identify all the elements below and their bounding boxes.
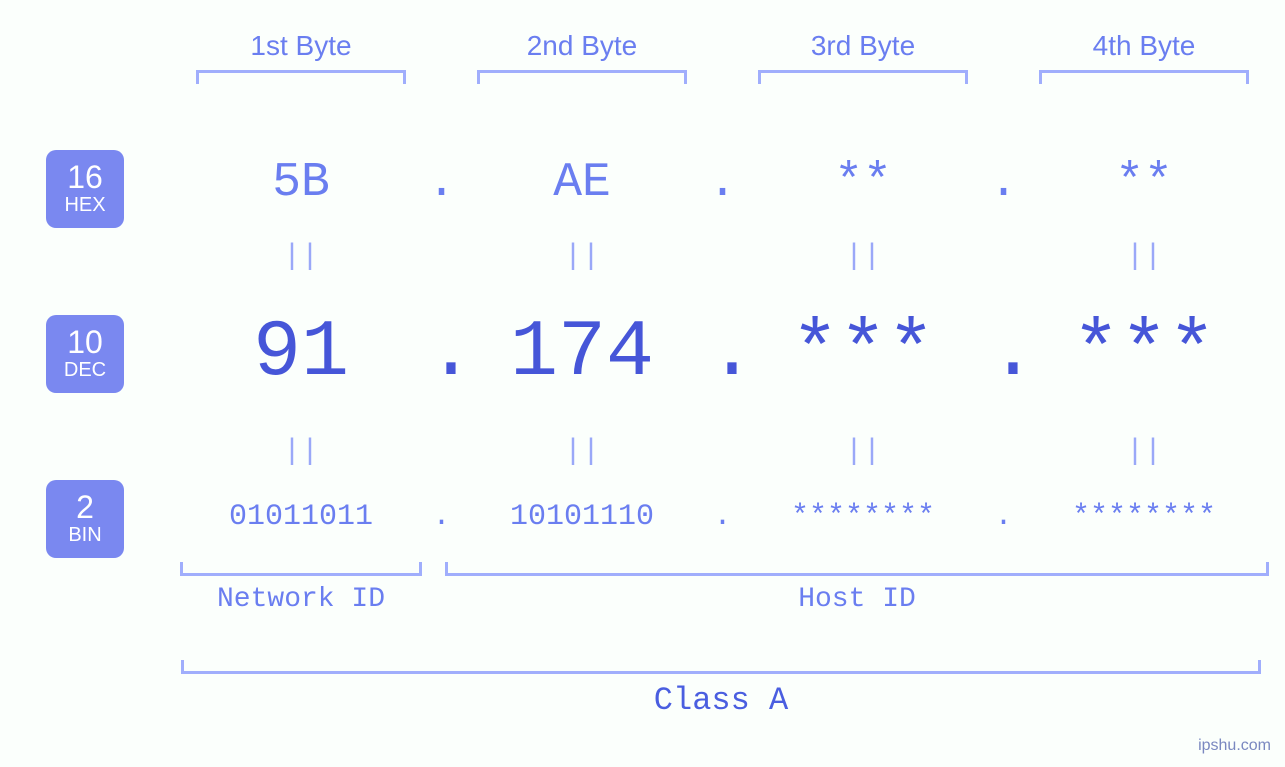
- dec-byte-3: ***: [737, 308, 989, 399]
- byte-bracket-2: [477, 70, 687, 84]
- bin-dot-1: .: [427, 500, 456, 534]
- eq-row-dec-bin: || || || ||: [175, 435, 1270, 469]
- byte-headers-row: 1st Byte 2nd Byte 3rd Byte 4th Byte: [175, 30, 1270, 84]
- network-bracket: [180, 562, 422, 576]
- hex-badge-num: 16: [67, 161, 103, 193]
- dec-dot-3: .: [989, 308, 1018, 399]
- byte-label-2: 2nd Byte: [456, 30, 708, 62]
- watermark: ipshu.com: [1198, 737, 1271, 755]
- byte-label-3: 3rd Byte: [737, 30, 989, 62]
- bin-byte-3: ********: [737, 500, 989, 534]
- hex-row: 5B . AE . ** . **: [175, 156, 1270, 210]
- bin-dot-3: .: [989, 500, 1018, 534]
- dec-badge: 10 DEC: [46, 315, 124, 393]
- network-host-row: Network ID Host ID: [175, 562, 1270, 615]
- dec-row: 91 . 174 . *** . ***: [175, 308, 1270, 399]
- byte-header-1: 1st Byte: [175, 30, 427, 84]
- host-id-label: Host ID: [445, 584, 1269, 615]
- hex-badge-label: HEX: [64, 193, 105, 217]
- eq-1-2: ||: [456, 240, 708, 274]
- bin-byte-4: ********: [1018, 500, 1270, 534]
- byte-bracket-4: [1039, 70, 1249, 84]
- eq-2-2: ||: [456, 435, 708, 469]
- hex-dot-1: .: [427, 156, 456, 210]
- hex-dot-3: .: [989, 156, 1018, 210]
- byte-header-3: 3rd Byte: [737, 30, 989, 84]
- eq-1-1: ||: [175, 240, 427, 274]
- hex-badge: 16 HEX: [46, 150, 124, 228]
- byte-label-4: 4th Byte: [1018, 30, 1270, 62]
- byte-bracket-3: [758, 70, 968, 84]
- network-id-group: Network ID: [175, 562, 427, 615]
- eq-2-4: ||: [1018, 435, 1270, 469]
- hex-byte-3: **: [737, 156, 989, 210]
- bin-dot-2: .: [708, 500, 737, 534]
- eq-1-3: ||: [737, 240, 989, 274]
- class-label: Class A: [181, 682, 1261, 719]
- bin-badge: 2 BIN: [46, 480, 124, 558]
- bin-row: 01011011 . 10101110 . ******** . *******…: [175, 500, 1270, 534]
- hex-byte-1: 5B: [175, 156, 427, 210]
- dec-byte-1: 91: [175, 308, 427, 399]
- byte-bracket-1: [196, 70, 406, 84]
- bin-badge-num: 2: [76, 491, 94, 523]
- class-bracket: [181, 660, 1261, 674]
- hex-dot-2: .: [708, 156, 737, 210]
- byte-label-1: 1st Byte: [175, 30, 427, 62]
- eq-row-hex-dec: || || || ||: [175, 240, 1270, 274]
- hex-byte-4: **: [1018, 156, 1270, 210]
- dec-byte-4: ***: [1018, 308, 1270, 399]
- class-row: Class A: [181, 660, 1261, 719]
- byte-header-2: 2nd Byte: [456, 30, 708, 84]
- bin-byte-2: 10101110: [456, 500, 708, 534]
- dec-badge-num: 10: [67, 326, 103, 358]
- eq-2-3: ||: [737, 435, 989, 469]
- bin-byte-1: 01011011: [175, 500, 427, 534]
- dec-dot-2: .: [708, 308, 737, 399]
- dec-badge-label: DEC: [64, 358, 106, 382]
- bin-badge-label: BIN: [68, 523, 101, 547]
- dec-byte-2: 174: [456, 308, 708, 399]
- eq-2-1: ||: [175, 435, 427, 469]
- hex-byte-2: AE: [456, 156, 708, 210]
- network-id-label: Network ID: [175, 584, 427, 615]
- dec-dot-1: .: [427, 308, 456, 399]
- eq-1-4: ||: [1018, 240, 1270, 274]
- host-id-group: Host ID: [445, 562, 1269, 615]
- host-bracket: [445, 562, 1269, 576]
- byte-header-4: 4th Byte: [1018, 30, 1270, 84]
